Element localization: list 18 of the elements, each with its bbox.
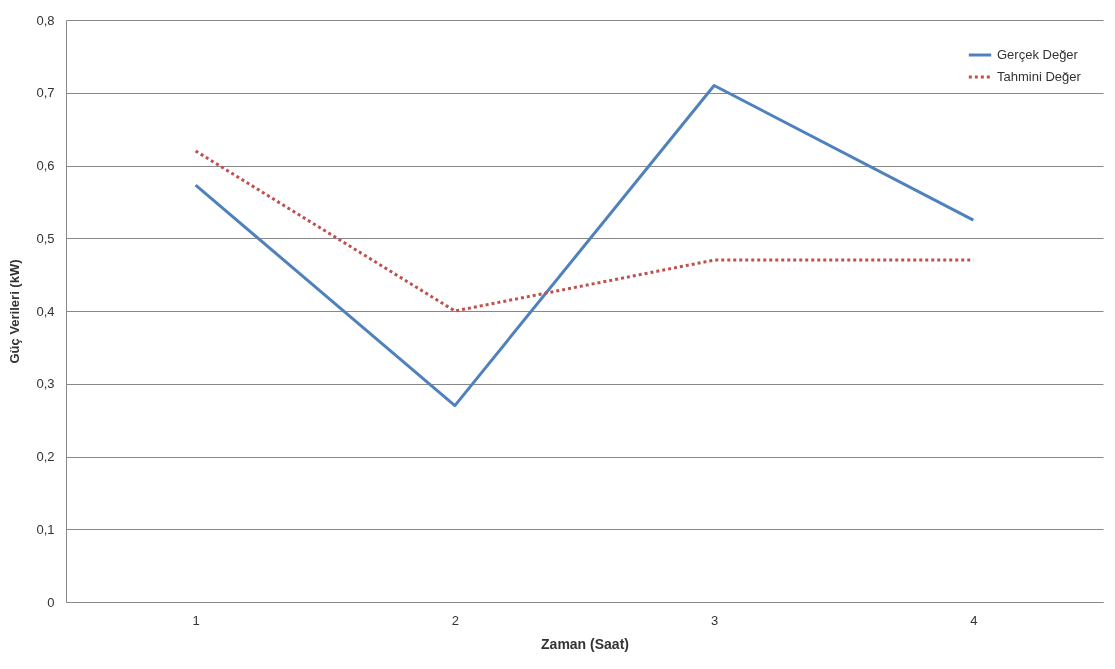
y-tick-label: 0,5 bbox=[36, 230, 55, 246]
y-tick-label: 0,2 bbox=[36, 449, 55, 464]
legend-label: Gerçek Değer bbox=[997, 47, 1079, 62]
y-tick-label: 0 bbox=[47, 594, 55, 610]
y-tick-label: 0,6 bbox=[36, 158, 55, 173]
y-tick-label: 0,3 bbox=[36, 376, 55, 392]
x-tick-label: 4 bbox=[970, 612, 978, 628]
x-tick-label: 3 bbox=[711, 612, 719, 628]
y-tick-label: 0,7 bbox=[36, 85, 55, 101]
legend-label: Tahmini Değer bbox=[997, 69, 1082, 84]
line-series bbox=[194, 83, 975, 408]
y-tick-label: 0,8 bbox=[36, 12, 55, 28]
y-tick-label: 0,4 bbox=[36, 303, 55, 319]
y-tick-label: 0,1 bbox=[36, 521, 55, 537]
x-tick-label: 2 bbox=[451, 612, 459, 628]
y-axis-title: Güç Verileri (kW) bbox=[7, 259, 23, 364]
x-axis-title: Zaman (Saat) bbox=[541, 635, 629, 652]
x-tick-label: 1 bbox=[192, 612, 200, 628]
